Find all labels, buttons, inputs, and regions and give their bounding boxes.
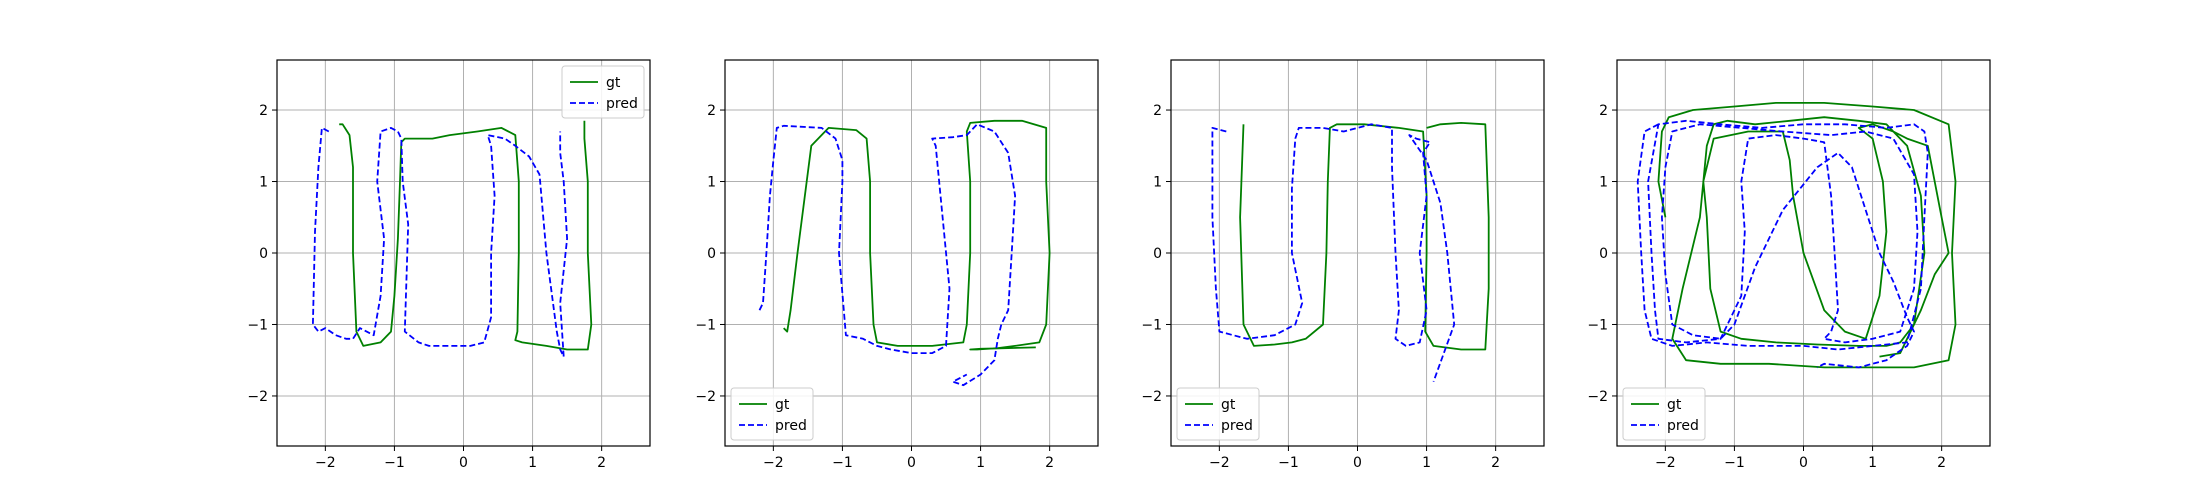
series-line-gt xyxy=(339,120,593,351)
x-tick-label: −1 xyxy=(832,455,853,471)
series-line-pred xyxy=(758,123,1016,387)
x-tick-label: 0 xyxy=(907,455,916,471)
y-tick-label: 1 xyxy=(1153,175,1162,191)
x-tick-label: −2 xyxy=(763,455,784,471)
legend-label-gt: gt xyxy=(606,75,621,91)
legend-box xyxy=(730,387,814,441)
y-tick-label: 1 xyxy=(1599,175,1608,191)
y-tick-label: 2 xyxy=(1599,103,1608,119)
x-tick-label: −2 xyxy=(315,455,336,471)
series-line-gt xyxy=(1657,102,1957,369)
y-tick-label: −2 xyxy=(695,389,716,405)
legend-label-gt: gt xyxy=(1667,397,1682,413)
x-tick-label: 1 xyxy=(976,455,985,471)
y-tick-label: 2 xyxy=(707,103,716,119)
legend-label-pred: pred xyxy=(775,418,807,434)
chart-panel-1: −2 −2 −1 −1 0 0 1 1 2 2 gt pred xyxy=(247,59,651,471)
x-tick-label: 1 xyxy=(528,455,537,471)
x-tick-label: 0 xyxy=(1799,455,1808,471)
legend: gt pred xyxy=(1622,387,1706,441)
y-tick-label: −2 xyxy=(1141,389,1162,405)
y-tick-label: 0 xyxy=(1153,246,1162,262)
chart-panel-3: −2 −2 −1 −1 0 0 1 1 2 2 gt pred xyxy=(1141,59,1545,471)
x-tick-label: −2 xyxy=(1209,455,1230,471)
x-tick-label: −1 xyxy=(384,455,405,471)
legend-box xyxy=(1622,387,1706,441)
x-tick-label: 1 xyxy=(1422,455,1431,471)
legend: gt pred xyxy=(1176,387,1260,441)
y-tick-label: 2 xyxy=(1153,103,1162,119)
series-line-pred xyxy=(1636,119,1929,369)
legend: gt pred xyxy=(561,65,645,119)
y-tick-label: −1 xyxy=(1587,317,1608,333)
y-tick-label: −1 xyxy=(1141,317,1162,333)
y-tick-label: 0 xyxy=(259,246,268,262)
y-tick-label: 1 xyxy=(707,175,716,191)
x-tick-label: −1 xyxy=(1724,455,1745,471)
series-line-pred xyxy=(1211,123,1456,383)
y-tick-label: −1 xyxy=(247,317,268,333)
x-tick-label: 2 xyxy=(1491,455,1500,471)
legend-label-pred: pred xyxy=(1667,418,1699,434)
y-tick-label: −2 xyxy=(247,389,268,405)
x-tick-label: 0 xyxy=(1353,455,1362,471)
y-tick-label: 0 xyxy=(707,246,716,262)
x-tick-label: −1 xyxy=(1278,455,1299,471)
legend-box xyxy=(1176,387,1260,441)
x-tick-label: 2 xyxy=(597,455,606,471)
y-tick-label: −2 xyxy=(1587,389,1608,405)
x-tick-label: 0 xyxy=(459,455,468,471)
chart-panel-4: −2 −2 −1 −1 0 0 1 1 2 2 gt pred xyxy=(1587,59,1991,471)
y-tick-label: −1 xyxy=(695,317,716,333)
series-line-gt xyxy=(783,119,1051,351)
y-tick-label: 0 xyxy=(1599,246,1608,262)
series-line-gt xyxy=(1239,122,1490,351)
legend-label-gt: gt xyxy=(775,397,790,413)
x-tick-label: 2 xyxy=(1045,455,1054,471)
legend: gt pred xyxy=(730,387,814,441)
series-line-pred xyxy=(311,127,568,358)
y-tick-label: 2 xyxy=(259,103,268,119)
legend-label-pred: pred xyxy=(606,96,638,112)
legend-box xyxy=(561,65,645,119)
legend-label-pred: pred xyxy=(1221,418,1253,434)
legend-label-gt: gt xyxy=(1221,397,1236,413)
chart-panel-2: −2 −2 −1 −1 0 0 1 1 2 2 gt pred xyxy=(695,59,1099,471)
y-tick-label: 1 xyxy=(259,175,268,191)
x-tick-label: 1 xyxy=(1868,455,1877,471)
x-tick-label: −2 xyxy=(1655,455,1676,471)
x-tick-label: 2 xyxy=(1937,455,1946,471)
